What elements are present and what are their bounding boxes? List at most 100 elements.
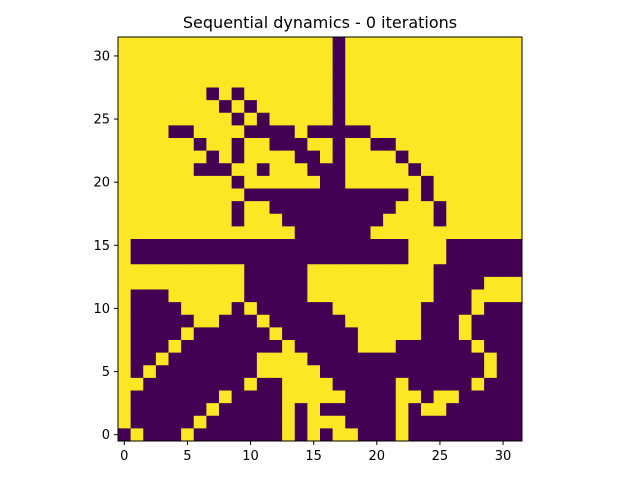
heatmap-cell (155, 302, 169, 316)
heatmap-cell (496, 163, 510, 177)
heatmap-cell (320, 74, 334, 88)
heatmap-cell (370, 37, 384, 51)
heatmap-cell (282, 226, 296, 240)
heatmap-cell (345, 150, 359, 164)
plot-frame (117, 36, 523, 442)
heatmap-cell (484, 87, 498, 101)
heatmap-cell (332, 87, 346, 101)
heatmap-cell (294, 37, 308, 51)
heatmap-cell (181, 428, 195, 442)
heatmap-cell (143, 403, 157, 417)
heatmap-cell (244, 327, 258, 341)
heatmap-cell (231, 201, 245, 215)
heatmap-cell (206, 390, 220, 404)
heatmap-cell (155, 327, 169, 341)
heatmap-cell (332, 100, 346, 114)
heatmap-cell (421, 74, 435, 88)
heatmap-cell (168, 125, 182, 139)
heatmap-cell (496, 302, 510, 316)
heatmap-cell (496, 112, 510, 126)
heatmap-cell (433, 289, 447, 303)
heatmap-cell (484, 49, 498, 63)
heatmap-cell (294, 365, 308, 379)
heatmap-cell (446, 239, 460, 253)
heatmap-cell (181, 201, 195, 215)
heatmap-cell (484, 314, 498, 328)
heatmap-cell (395, 377, 409, 391)
heatmap-cell (509, 314, 523, 328)
heatmap-cell (357, 37, 371, 51)
heatmap-cell (509, 415, 523, 429)
heatmap-cell (282, 340, 296, 354)
heatmap-cell (307, 62, 321, 76)
heatmap-cell (130, 377, 144, 391)
heatmap-cell (269, 125, 283, 139)
heatmap-cell (143, 188, 157, 202)
heatmap-cell (320, 87, 334, 101)
heatmap-cell (294, 428, 308, 442)
heatmap-cell (357, 239, 371, 253)
heatmap-cell (446, 428, 460, 442)
heatmap-cell (433, 112, 447, 126)
heatmap-cell (231, 175, 245, 189)
heatmap-cell (282, 302, 296, 316)
heatmap-cell (370, 365, 384, 379)
heatmap-cell (421, 377, 435, 391)
heatmap-cell (484, 377, 498, 391)
heatmap-cell (458, 289, 472, 303)
heatmap-cell (130, 314, 144, 328)
heatmap-cell (130, 415, 144, 429)
heatmap-cell (155, 213, 169, 227)
heatmap-cell (370, 175, 384, 189)
heatmap-cell (395, 213, 409, 227)
heatmap-cell (433, 213, 447, 227)
heatmap-cell (484, 188, 498, 202)
heatmap-cell (345, 188, 359, 202)
heatmap-cell (320, 188, 334, 202)
heatmap-cell (130, 340, 144, 354)
heatmap-cell (256, 87, 270, 101)
heatmap-cell (294, 201, 308, 215)
heatmap-cell (408, 340, 422, 354)
heatmap-cell (345, 112, 359, 126)
heatmap-cell (320, 327, 334, 341)
heatmap-cell (219, 403, 233, 417)
heatmap-cell (496, 74, 510, 88)
heatmap-cell (383, 138, 397, 152)
heatmap-cell (332, 138, 346, 152)
heatmap-cell (395, 302, 409, 316)
heatmap-cell (219, 74, 233, 88)
heatmap-cell (231, 365, 245, 379)
heatmap-cell (408, 175, 422, 189)
heatmap-cell (181, 302, 195, 316)
heatmap-cell (168, 239, 182, 253)
heatmap-cell (155, 125, 169, 139)
heatmap-cell (320, 100, 334, 114)
heatmap-cell (320, 340, 334, 354)
heatmap-cell (294, 74, 308, 88)
heatmap-cell (269, 365, 283, 379)
heatmap-cell (269, 415, 283, 429)
heatmap-cell (130, 428, 144, 442)
heatmap-cell (256, 415, 270, 429)
heatmap-cell (345, 125, 359, 139)
heatmap-cell (130, 276, 144, 290)
heatmap-cell (118, 125, 132, 139)
heatmap-cell (433, 302, 447, 316)
heatmap-cell (395, 226, 409, 240)
heatmap-cell (509, 264, 523, 278)
heatmap-cell (130, 175, 144, 189)
heatmap-cell (307, 251, 321, 265)
heatmap-cell (231, 415, 245, 429)
heatmap-cell (219, 138, 233, 152)
heatmap-cell (231, 352, 245, 366)
heatmap-cell (496, 428, 510, 442)
heatmap-cell (244, 112, 258, 126)
heatmap-cell (168, 302, 182, 316)
heatmap-cell (181, 289, 195, 303)
heatmap-cell (231, 213, 245, 227)
heatmap-cell (155, 138, 169, 152)
heatmap-cell (433, 403, 447, 417)
heatmap-cell (433, 125, 447, 139)
heatmap-cell (446, 163, 460, 177)
